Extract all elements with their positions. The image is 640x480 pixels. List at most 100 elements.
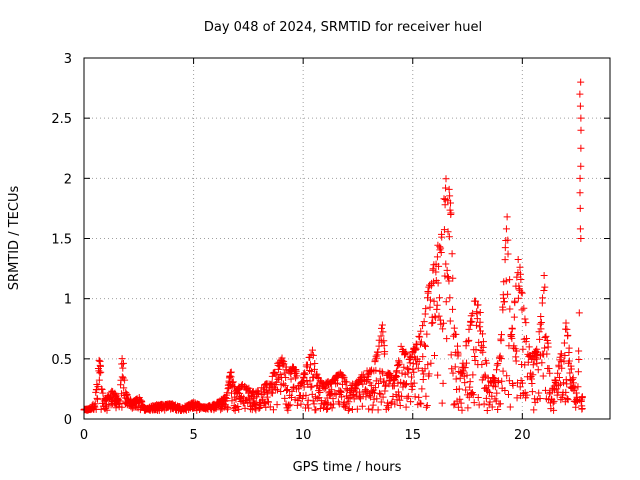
data-point (416, 399, 424, 407)
data-point (288, 394, 296, 402)
data-point (518, 306, 526, 314)
x-axis-label: GPS time / hours (293, 460, 402, 475)
y-tick-label: 0.5 (51, 353, 72, 368)
data-point (538, 359, 546, 367)
data-point (469, 391, 477, 399)
data-point (557, 350, 565, 358)
data-point (442, 298, 450, 306)
data-point (440, 319, 448, 327)
data-point (565, 357, 573, 365)
data-point (302, 391, 310, 399)
data-point (513, 347, 521, 355)
data-point (577, 144, 585, 152)
data-point (99, 389, 107, 397)
data-point (422, 403, 430, 411)
data-point (499, 367, 507, 375)
data-point (446, 294, 454, 302)
data-point (501, 256, 509, 264)
data-point (286, 401, 294, 409)
data-point (575, 356, 583, 364)
data-point (422, 305, 430, 313)
data-point (377, 398, 385, 406)
data-point (391, 400, 399, 408)
data-point (446, 192, 454, 200)
data-point (502, 277, 510, 285)
data-point (91, 400, 99, 408)
data-point (407, 373, 415, 381)
data-point (432, 268, 440, 276)
data-point (503, 372, 511, 380)
data-point (384, 399, 392, 407)
data-point (553, 385, 561, 393)
data-point (493, 366, 501, 374)
data-point (430, 297, 438, 305)
data-point (343, 378, 351, 386)
data-point (508, 325, 516, 333)
x-tick-label: 15 (404, 428, 421, 443)
data-point (268, 379, 276, 387)
data-point (536, 394, 544, 402)
data-point (329, 400, 337, 408)
data-point (555, 381, 563, 389)
data-point (550, 397, 558, 405)
data-point (476, 318, 484, 326)
data-point (323, 406, 331, 414)
y-axis-label: SRMTID / TECUs (7, 186, 22, 291)
data-point (262, 403, 270, 411)
data-point (504, 290, 512, 298)
data-point (429, 319, 437, 327)
data-point (520, 304, 528, 312)
data-point (465, 336, 473, 344)
data-point (292, 367, 300, 375)
x-tick-label: 5 (189, 428, 197, 443)
data-point (300, 383, 308, 391)
data-point (309, 397, 317, 405)
data-point (419, 322, 427, 330)
data-point (433, 301, 441, 309)
data-point (577, 78, 585, 86)
data-point (119, 359, 127, 367)
data-point (377, 324, 385, 332)
data-point (393, 373, 401, 381)
data-point (310, 400, 318, 408)
data-point (369, 401, 377, 409)
data-point (414, 364, 422, 372)
data-point (541, 344, 549, 352)
data-point (378, 321, 386, 329)
data-point (433, 253, 441, 261)
data-point (435, 312, 443, 320)
data-point (497, 331, 505, 339)
data-point (504, 236, 512, 244)
data-point (312, 406, 320, 414)
data-point (371, 384, 379, 392)
data-point (464, 404, 472, 412)
data-point (311, 365, 319, 373)
data-point (119, 364, 127, 372)
data-point (452, 330, 460, 338)
data-point (533, 359, 541, 367)
data-point (272, 385, 280, 393)
data-point (281, 394, 289, 402)
data-point (495, 377, 503, 385)
data-point (303, 401, 311, 409)
data-point (252, 406, 260, 414)
data-point (305, 404, 313, 412)
data-point (483, 407, 491, 415)
data-point (328, 386, 336, 394)
data-point (576, 102, 584, 110)
data-point (546, 369, 554, 377)
data-point (306, 367, 314, 375)
x-tick-label: 20 (514, 428, 531, 443)
data-point (424, 289, 432, 297)
data-point (348, 391, 356, 399)
data-point (379, 393, 387, 401)
data-points (80, 78, 586, 415)
data-point (474, 394, 482, 402)
data-point (449, 274, 457, 282)
data-point (395, 360, 403, 368)
data-point (523, 391, 531, 399)
data-point (484, 387, 492, 395)
data-point (418, 385, 426, 393)
data-point (390, 382, 398, 390)
data-point (94, 383, 102, 391)
